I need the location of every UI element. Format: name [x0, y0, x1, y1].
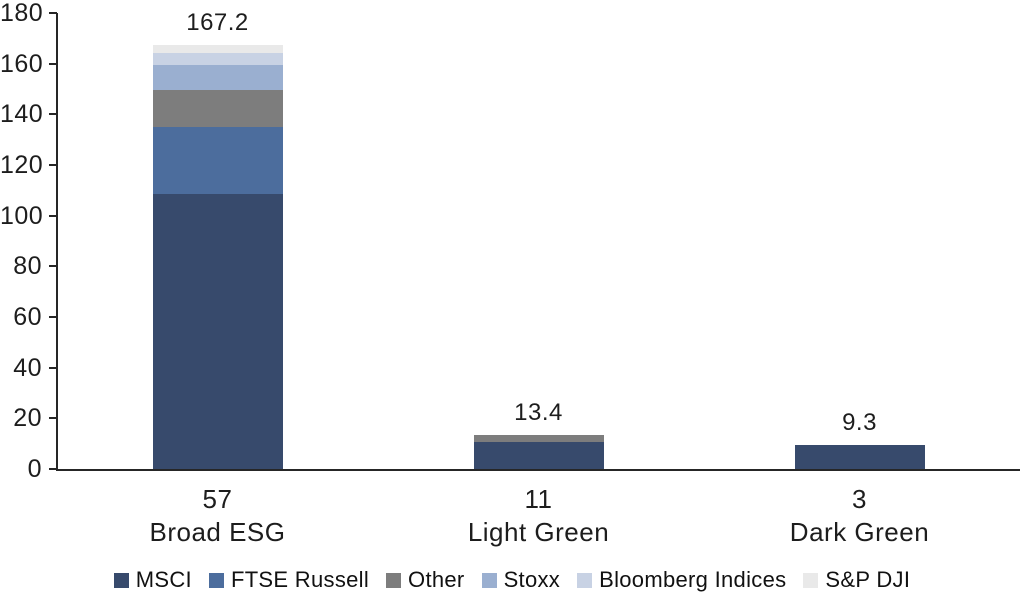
y-tick-label: 100 — [0, 201, 44, 230]
legend-item-s-p-dji: S&P DJI — [803, 567, 910, 593]
legend-color-swatch — [208, 572, 224, 588]
category-label: 11 Light Green — [409, 483, 669, 549]
y-tick-mark — [49, 214, 57, 217]
bar-segment-msci — [152, 194, 283, 469]
bar-total-label: 167.2 — [186, 9, 249, 37]
category-label: 57 Broad ESG — [88, 483, 348, 549]
chart-legend: MSCI FTSE Russell Other Stoxx Bloomberg Indi… — [0, 567, 1024, 593]
bar-segment-bloomberg-indices — [152, 53, 283, 66]
legend-item-label: Stoxx — [503, 567, 561, 592]
bar-segment-other — [473, 435, 604, 442]
category-name-label: Light Green — [467, 517, 610, 547]
y-tick-label: 80 — [13, 252, 42, 281]
legend-color-swatch — [113, 572, 129, 588]
legend-color-swatch — [803, 572, 819, 588]
legend-color-swatch — [577, 572, 593, 588]
bar-segment-s-p-dji — [152, 45, 283, 54]
category-count-label: 11 — [524, 484, 553, 514]
y-axis-line — [56, 13, 58, 471]
y-tick-mark — [49, 366, 57, 369]
legend-color-swatch — [386, 572, 402, 588]
legend-item-label: Bloomberg Indices — [599, 567, 787, 592]
y-tick-mark — [49, 12, 57, 14]
legend-color-swatch — [481, 572, 497, 588]
legend-item-bloomberg-indices: Bloomberg Indices — [577, 567, 786, 593]
bar-segment-msci — [473, 441, 604, 469]
y-tick-mark — [49, 468, 57, 470]
category-name-label: Dark Green — [789, 517, 930, 547]
legend-item-other: Other — [386, 567, 465, 593]
category-label: 3 Dark Green — [730, 483, 990, 549]
y-tick-mark — [49, 316, 57, 318]
y-tick-label: 20 — [13, 404, 42, 433]
legend-item-label: MSCI — [135, 567, 192, 592]
legend-item-label: FTSE Russell — [230, 567, 370, 592]
y-tick-label: 60 — [13, 303, 42, 331]
category-count-label: 3 — [852, 484, 867, 514]
y-tick-label: 160 — [0, 49, 44, 78]
y-tick-mark — [49, 265, 57, 268]
legend-item-stoxx: Stoxx — [481, 567, 561, 593]
bar-total-label: 9.3 — [842, 409, 877, 437]
y-tick-label: 180 — [0, 0, 44, 27]
y-tick-mark — [49, 164, 57, 166]
y-tick-label: 40 — [13, 353, 42, 382]
y-tick-mark — [49, 113, 57, 116]
bar-total-label: 13.4 — [514, 399, 563, 427]
bar-segment-ftse-russell — [152, 127, 283, 195]
y-tick-mark — [49, 62, 57, 65]
bar-segment-msci — [794, 445, 925, 469]
y-tick-label: 140 — [0, 100, 44, 129]
y-tick-label: 120 — [0, 151, 44, 179]
legend-item-label: S&P DJI — [825, 567, 911, 592]
legend-item-msci: MSCI — [113, 567, 192, 593]
legend-item-label: Other — [408, 567, 465, 592]
bar-segment-other — [152, 90, 283, 127]
x-axis-line — [57, 469, 1020, 471]
bar-segment-stoxx — [152, 65, 283, 91]
category-name-label: Broad ESG — [149, 517, 286, 547]
y-tick-mark — [49, 417, 57, 420]
legend-item-ftse-russell: FTSE Russell — [208, 567, 370, 593]
y-tick-label: 0 — [27, 455, 42, 483]
category-count-label: 57 — [202, 484, 233, 514]
